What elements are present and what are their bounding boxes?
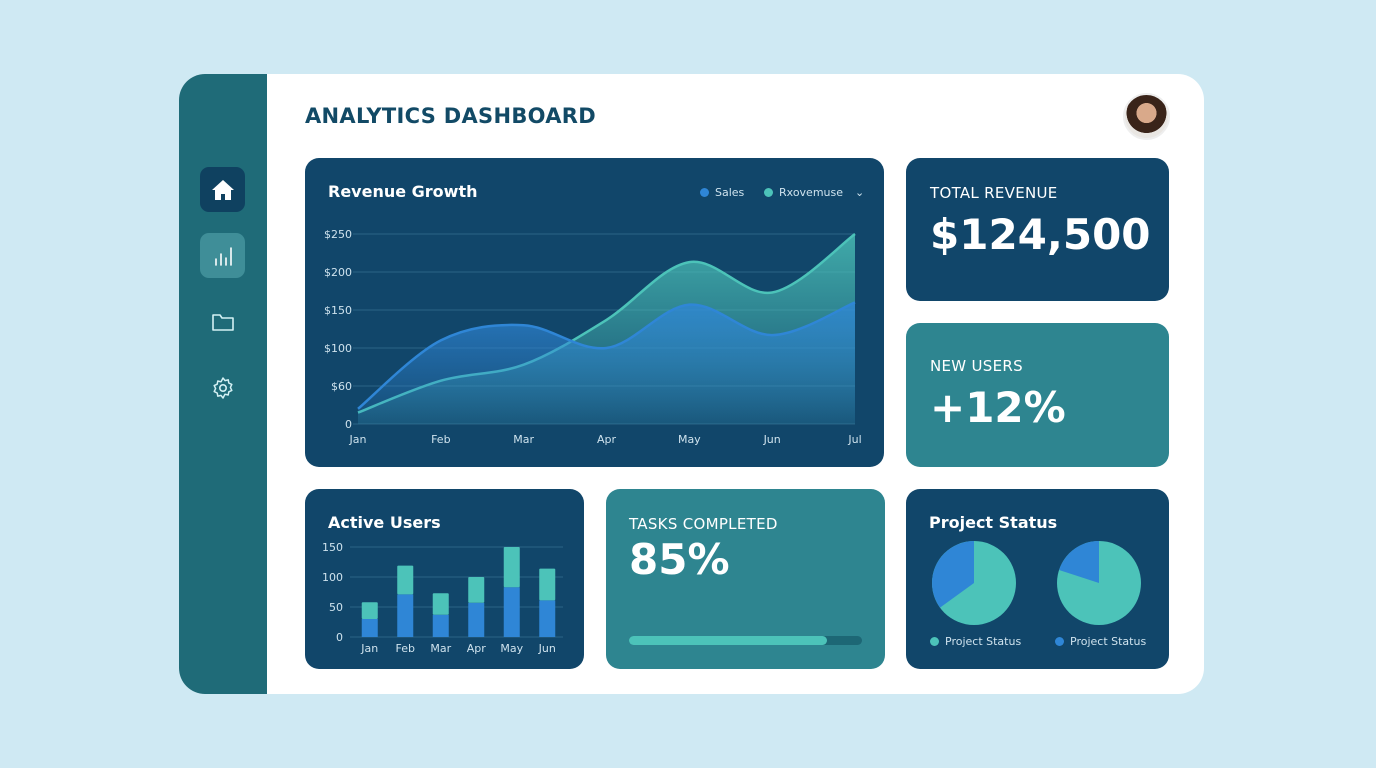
page-title: ANALYTICS DASHBOARD xyxy=(305,104,597,128)
sidebar-item-settings[interactable] xyxy=(200,365,245,410)
bar-segment xyxy=(432,593,449,615)
series-line-0 xyxy=(357,301,856,410)
sidebar-item-files[interactable] xyxy=(200,299,245,344)
dashboard-window: ANALYTICS DASHBOARD Revenue Growth Sales… xyxy=(179,74,1204,694)
new-users-card: NEW USERS +12% xyxy=(906,323,1169,467)
card-title: Project Status xyxy=(929,513,1058,532)
x-tick-label: Jun xyxy=(538,642,556,655)
gear-icon xyxy=(212,376,233,399)
bar-chart-icon xyxy=(214,246,232,266)
legend-label: Sales xyxy=(715,186,745,199)
y-tick-label: 0 xyxy=(336,631,343,644)
legend-revenue[interactable]: Rxovemuse ⌄ xyxy=(764,186,864,199)
total-revenue-card: TOTAL REVENUE $124,500 xyxy=(906,158,1169,301)
sidebar-item-home[interactable] xyxy=(200,167,245,212)
y-tick-label: 0 xyxy=(345,418,352,431)
user-avatar[interactable] xyxy=(1123,93,1170,140)
sales-dot-icon xyxy=(700,188,709,197)
y-tick-label: $250 xyxy=(324,228,352,241)
x-tick-label: Feb xyxy=(431,433,450,446)
revenue-chart: 0 $60 $100 $150 $200 $250 Jan Feb Mar Apr May Jun Ju… xyxy=(324,228,862,446)
x-tick-label: Jan xyxy=(349,433,367,446)
bar-segment xyxy=(468,577,485,603)
kpi-label: NEW USERS xyxy=(930,357,1023,375)
bar-segment xyxy=(397,594,414,637)
kpi-label: TOTAL REVENUE xyxy=(930,184,1058,202)
pie-slice xyxy=(932,541,974,608)
legend-label: Project Status xyxy=(945,635,1022,648)
revenue-dot-icon xyxy=(764,188,773,197)
project-status-chart xyxy=(932,541,1141,625)
card-title: Revenue Growth xyxy=(328,182,478,201)
x-tick-label: May xyxy=(678,433,701,446)
y-tick-label: 100 xyxy=(322,571,343,584)
x-tick-label: Apr xyxy=(597,433,617,446)
legend-label: Rxovemuse xyxy=(779,186,844,199)
card-title: Active Users xyxy=(328,513,441,532)
bar-segment xyxy=(432,614,449,637)
sidebar xyxy=(179,74,267,694)
x-tick-label: May xyxy=(500,642,523,655)
y-tick-label: $100 xyxy=(324,342,352,355)
x-tick-label: Jul xyxy=(847,433,861,446)
progress-fill xyxy=(629,636,828,645)
kpi-label: TASKS COMPLETED xyxy=(629,515,778,533)
series-area-0 xyxy=(358,302,855,424)
legend-dot-icon xyxy=(930,637,939,646)
pie-legend-1: Project Status xyxy=(930,635,1021,648)
bar-segment xyxy=(539,568,556,601)
project-status-card: Project Status Project Status Project St… xyxy=(906,489,1169,669)
bar-segment xyxy=(539,600,556,637)
active-users-chart: 0 50 100 150 Jan Feb Mar Apr May Jun xyxy=(322,541,563,655)
bar-segment xyxy=(361,602,378,619)
pie-legend-2: Project Status xyxy=(1055,635,1146,648)
bar-segment xyxy=(503,587,520,637)
x-tick-label: Jun xyxy=(763,433,781,446)
home-icon xyxy=(211,179,234,200)
kpi-value: 85% xyxy=(629,535,730,584)
legend-dot-icon xyxy=(1055,637,1064,646)
y-tick-label: $200 xyxy=(324,266,352,279)
chevron-down-icon[interactable]: ⌄ xyxy=(855,186,865,199)
pie-slice xyxy=(1059,541,1099,583)
tasks-completed-card: TASKS COMPLETED 85% xyxy=(606,489,885,669)
y-tick-label: 50 xyxy=(329,601,343,614)
revenue-growth-card: Revenue Growth Sales Rxovemuse ⌄ 0 $60 $100… xyxy=(305,158,884,467)
x-tick-label: Mar xyxy=(513,433,534,446)
bar-segment xyxy=(397,565,414,595)
kpi-value: +12% xyxy=(930,383,1066,432)
y-tick-label: 150 xyxy=(322,541,343,554)
kpi-value: $124,500 xyxy=(930,210,1151,259)
x-tick-label: Mar xyxy=(430,642,451,655)
y-tick-label: $150 xyxy=(324,304,352,317)
tasks-progress-bar xyxy=(629,636,862,645)
folder-icon xyxy=(211,313,234,331)
bar-segment xyxy=(361,619,378,637)
x-tick-label: Jan xyxy=(360,642,378,655)
active-users-card: Active Users 0 50 100 150 Jan Feb Mar Apr May Jun xyxy=(305,489,584,669)
y-tick-label: $60 xyxy=(331,380,352,393)
x-tick-label: Apr xyxy=(467,642,487,655)
legend-label: Project Status xyxy=(1070,635,1147,648)
x-tick-label: Feb xyxy=(396,642,415,655)
legend-sales[interactable]: Sales xyxy=(700,186,744,199)
sidebar-item-analytics[interactable] xyxy=(200,233,245,278)
bar-segment xyxy=(468,602,485,637)
bar-segment xyxy=(503,547,520,588)
